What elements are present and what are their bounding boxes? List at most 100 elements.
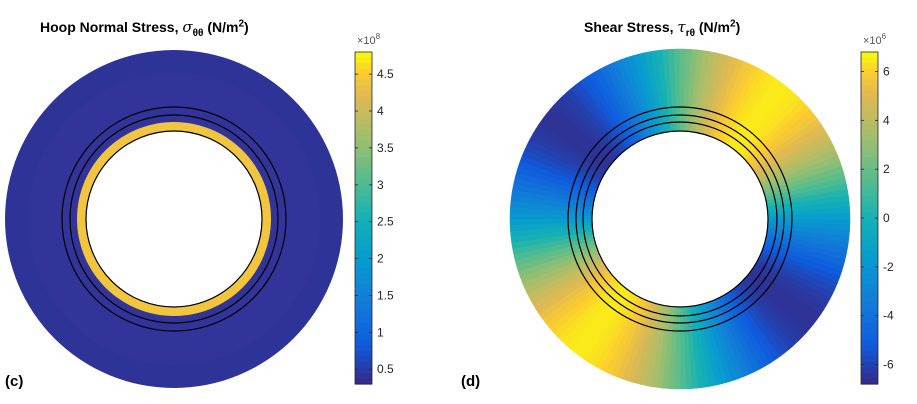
colorbar-tick-label: 3	[377, 178, 384, 192]
colorbar-swatch	[861, 206, 878, 214]
colorbar-swatch	[861, 118, 878, 125]
colorbar-swatch	[355, 350, 372, 357]
colorbar-multiplier: ×108	[357, 32, 381, 47]
colorbar-swatch	[861, 68, 878, 75]
colorbar-swatch	[861, 151, 878, 158]
boundary-circle-middle	[69, 114, 279, 324]
colorbar-swatch	[861, 361, 878, 368]
colorbar-swatch	[355, 301, 372, 308]
colorbar-tick-label: -2	[883, 260, 894, 274]
colorbar-swatch	[355, 74, 372, 81]
colorbar-swatch	[355, 140, 372, 147]
colorbar-swatch	[861, 328, 878, 335]
colorbar-swatch	[355, 107, 372, 114]
colorbar-swatch	[861, 195, 878, 202]
colorbar-swatch	[355, 79, 372, 86]
colorbar-swatch	[355, 112, 372, 119]
shear-stress-colorbar: -6 -4 -2 0 2 4 6 ×106	[860, 32, 894, 385]
colorbar-tick-label: 0.5	[377, 362, 394, 376]
colorbar-swatch	[861, 334, 878, 341]
panel-label-c: (c)	[5, 373, 24, 390]
inner-hole	[85, 130, 263, 308]
colorbar-swatch	[861, 74, 878, 81]
colorbar-swatch	[355, 68, 372, 75]
colorbar-tick-label: 6	[883, 65, 890, 79]
colorbar-swatch	[355, 90, 372, 97]
colorbar-swatch	[355, 306, 372, 313]
colorbar-swatch	[355, 157, 372, 164]
colorbar-swatch	[861, 140, 878, 147]
colorbar-swatch	[355, 168, 372, 175]
colorbar-swatch	[355, 339, 372, 346]
colorbar-swatch	[355, 212, 372, 219]
colorbar-tick-label: -4	[883, 309, 894, 323]
chart-title-hoop: Hoop Normal Stress, σθθ (N/m2)	[40, 18, 249, 39]
colorbar-swatch	[355, 334, 372, 341]
colorbar-swatch	[355, 273, 372, 280]
colorbar-swatch	[861, 57, 878, 64]
colorbar-swatch	[861, 90, 878, 97]
colorbar-swatch	[355, 218, 372, 225]
colorbar-multiplier: ×106	[863, 32, 887, 47]
colorbar-swatch	[861, 112, 878, 119]
colorbar-swatch	[861, 101, 878, 108]
colorbar-swatch	[355, 146, 372, 153]
colorbar-swatch	[861, 146, 878, 153]
colorbar-swatch	[355, 173, 372, 180]
colorbar-swatch	[355, 256, 372, 263]
colorbar-swatch	[861, 218, 878, 225]
colorbar-swatch	[861, 251, 878, 258]
colorbar-swatch	[861, 367, 878, 374]
colorbar-swatch	[861, 262, 878, 269]
colorbar-swatch	[861, 135, 878, 142]
boundary-circle-inner	[582, 121, 778, 317]
colorbar-swatch	[355, 57, 372, 64]
colorbar-swatch	[861, 267, 878, 274]
colorbar-swatch	[355, 234, 372, 241]
colorbar-swatch	[355, 85, 372, 92]
colorbar-swatch	[355, 190, 372, 197]
inner-hole	[591, 130, 769, 308]
colorbar-swatch	[861, 107, 878, 114]
colorbar-swatch	[861, 339, 878, 346]
colorbar-swatch	[355, 317, 372, 324]
colorbar-swatch	[861, 345, 878, 352]
colorbar-swatch	[861, 301, 878, 308]
colorbar-swatch	[355, 278, 372, 285]
colorbar-swatch	[861, 245, 878, 252]
colorbar-swatch	[861, 63, 878, 70]
colorbar-swatch	[861, 201, 878, 208]
colorbar-swatch	[355, 251, 372, 258]
colorbar-swatch	[861, 52, 878, 59]
colorbar-swatch	[355, 223, 372, 230]
colorbar-swatch	[355, 151, 372, 158]
colorbar-swatch	[355, 63, 372, 70]
colorbar-swatch	[861, 79, 878, 86]
colorbar-swatch	[355, 195, 372, 202]
colorbar-swatch	[861, 229, 878, 236]
colorbar-swatch	[355, 262, 372, 269]
colorbar-swatch	[355, 162, 372, 169]
chart-title-shear: Shear Stress, τrθ (N/m2)	[584, 18, 741, 39]
colorbar-swatch	[861, 284, 878, 291]
colorbar-swatch	[355, 356, 372, 363]
colorbar-tick-label: 1.5	[377, 288, 394, 302]
colorbar-swatch	[861, 168, 878, 175]
colorbar-tick-label: 2	[883, 162, 890, 176]
colorbar-frame	[354, 51, 373, 385]
colorbar-swatch	[355, 229, 372, 236]
colorbar-swatch	[355, 284, 372, 291]
panel-hoop-stress: Hoop Normal Stress, σθθ (N/m2) 0.5 1 1.5 2 2…	[0, 0, 440, 404]
panel-shear-stress: Shear Stress, τrθ (N/m2) -6 -4 -2 0 2 4 6 ×106 …	[458, 0, 917, 404]
boundary-circle-middle	[575, 114, 785, 324]
hoop-stress-colorbar: 0.5 1 1.5 2 2.5 3 3.5 4 4.5 ×108	[354, 32, 394, 385]
colorbar-swatch	[861, 173, 878, 180]
colorbar-swatch	[861, 317, 878, 324]
shear-stress-plot	[509, 48, 851, 390]
colorbar-swatch	[355, 367, 372, 374]
colorbar-tick-label: 2	[377, 252, 384, 266]
colorbar-swatch	[355, 372, 372, 380]
colorbar-swatch	[861, 278, 878, 285]
colorbar-swatch	[861, 295, 878, 302]
colorbar-swatch	[861, 312, 878, 319]
